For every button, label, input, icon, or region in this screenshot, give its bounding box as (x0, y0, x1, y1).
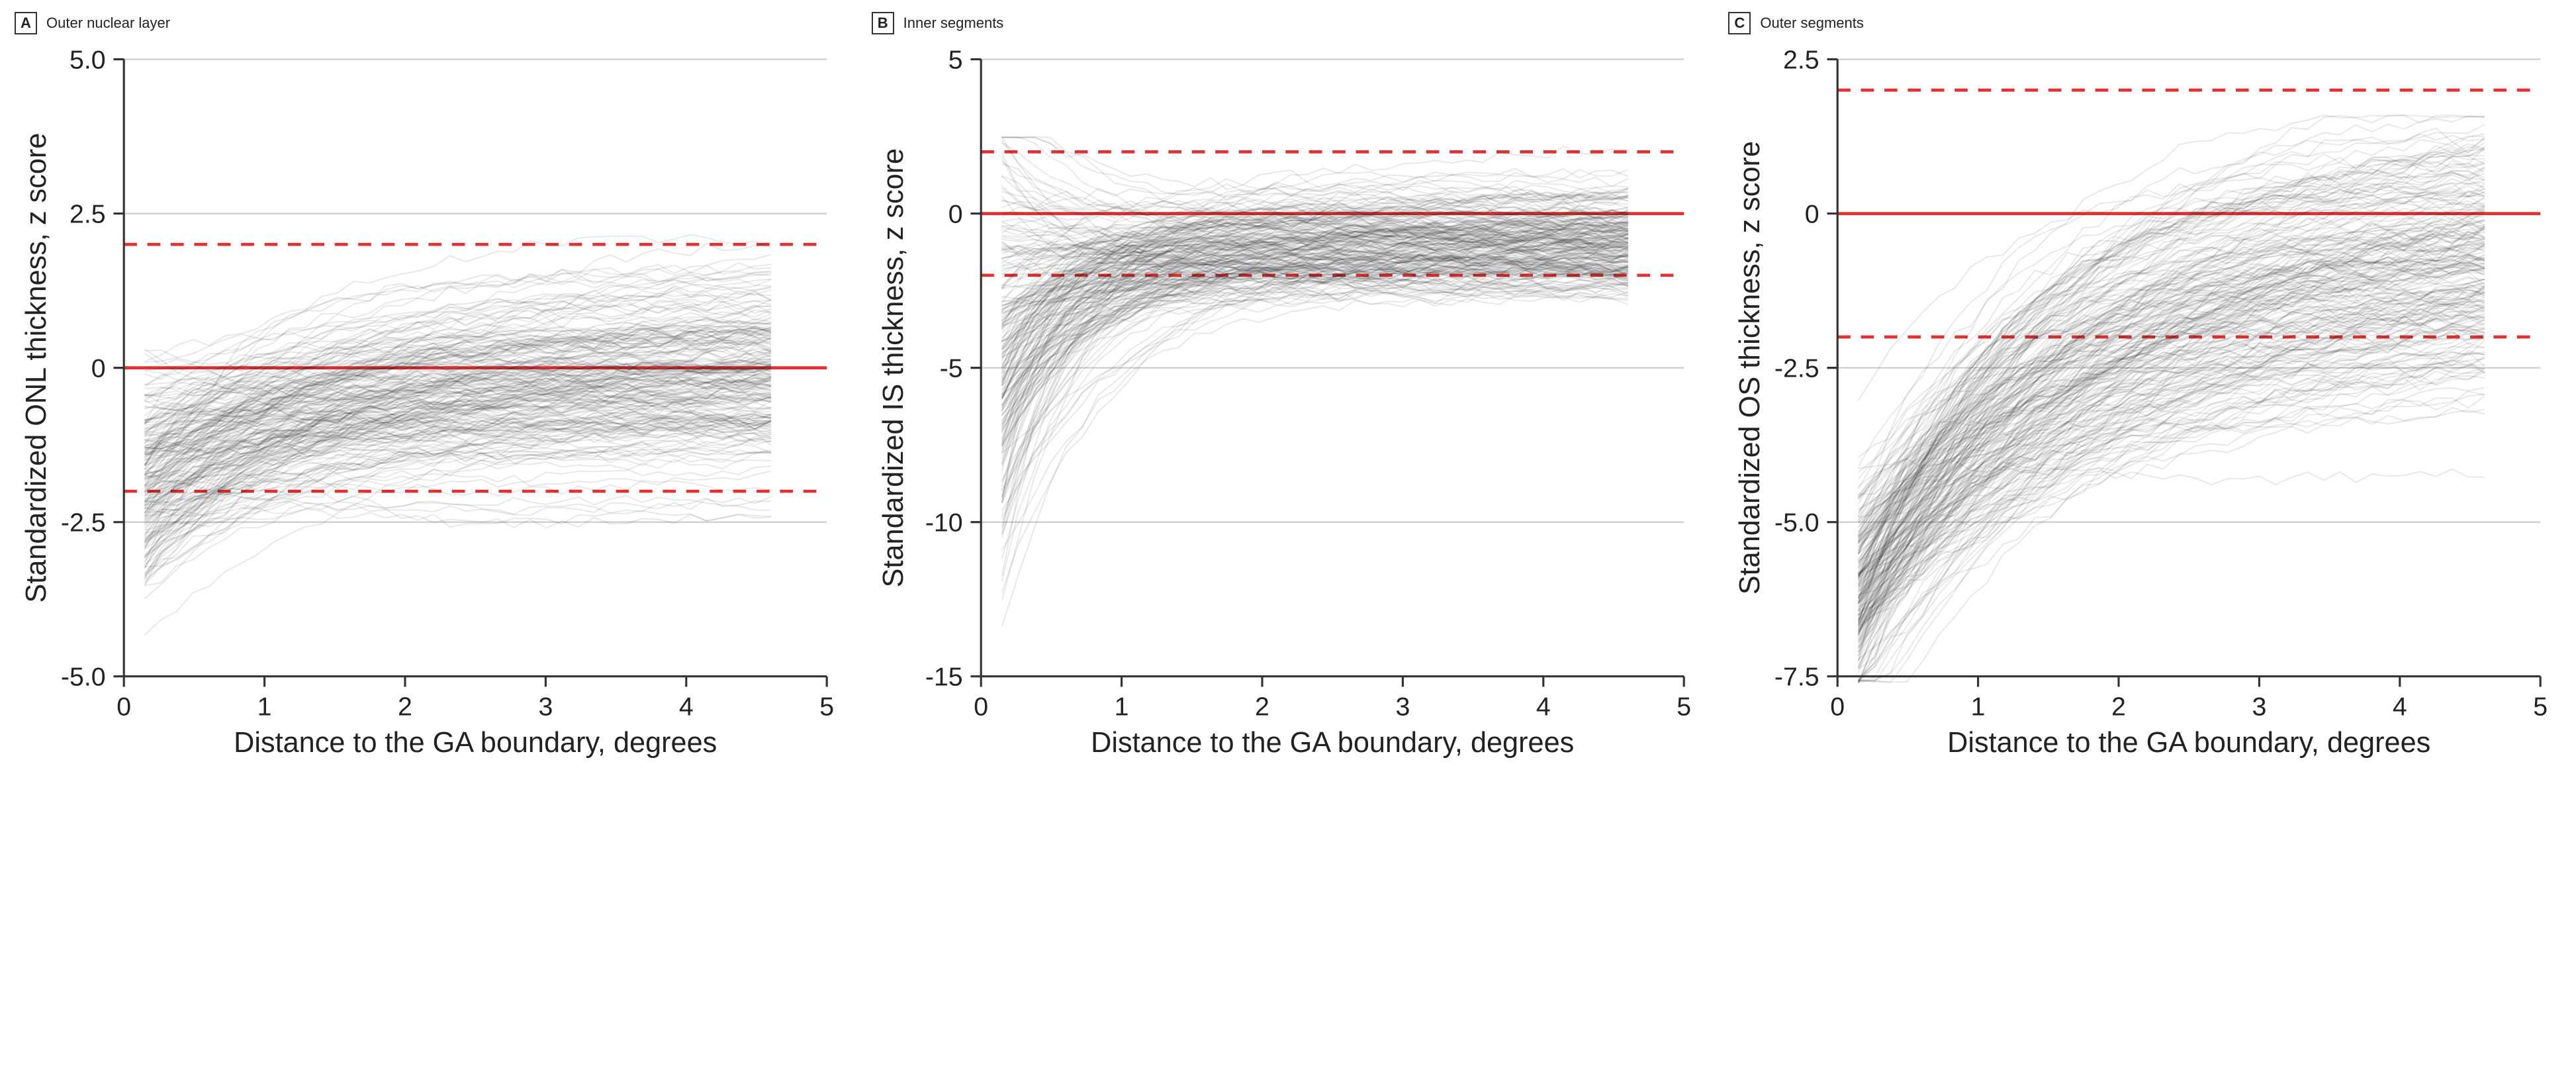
svg-text:3: 3 (1395, 692, 1410, 722)
svg-text:5: 5 (948, 45, 962, 74)
svg-text:-10: -10 (925, 508, 962, 537)
svg-text:1: 1 (257, 692, 272, 722)
svg-text:2.5: 2.5 (1783, 45, 1819, 74)
svg-text:-5.0: -5.0 (1774, 508, 1819, 537)
panel-a-letter-box: A (15, 12, 37, 34)
panel-b-svg: 0 1 2 3 4 5 -15 -10 -5 0 5 Distance to the GA bound… (872, 41, 1705, 770)
svg-text:0: 0 (116, 692, 131, 722)
svg-text:5: 5 (1677, 692, 1691, 722)
svg-text:2.5: 2.5 (69, 199, 106, 228)
svg-text:5.0: 5.0 (69, 45, 106, 74)
svg-text:0: 0 (948, 199, 962, 228)
panel-a-plot: 0 1 2 3 4 5 -5.0 -2.5 0 2.5 5.0 Distance to the GA … (15, 41, 848, 770)
panel-c-svg: 0 1 2 3 4 5 -7.5 -5.0 -2.5 0 2.5 Distance to the GA… (1728, 41, 2561, 770)
svg-text:4: 4 (679, 692, 694, 722)
svg-text:Standardized IS thickness, z s: Standardized IS thickness, z score (878, 148, 909, 588)
svg-text:0: 0 (974, 692, 988, 722)
svg-text:5: 5 (2534, 692, 2548, 722)
svg-text:4: 4 (2393, 692, 2407, 722)
panel-c: C Outer segments 0 1 2 3 4 5 -7.5 -5.0 -2.5 0 2.5 D… (1728, 12, 2561, 770)
svg-text:1: 1 (1971, 692, 1986, 722)
svg-text:-7.5: -7.5 (1774, 662, 1819, 691)
svg-text:-5.0: -5.0 (61, 662, 106, 691)
panel-b-letter-box: B (872, 12, 894, 34)
svg-text:-2.5: -2.5 (1774, 354, 1819, 383)
svg-text:3: 3 (2252, 692, 2267, 722)
panel-b-letter: B (878, 15, 888, 32)
panel-c-header: C Outer segments (1728, 12, 2561, 34)
panel-a: A Outer nuclear layer 0 1 2 3 4 5 -5.0 -2.5 0 2.5… (15, 12, 848, 770)
svg-text:0: 0 (91, 354, 106, 383)
svg-text:4: 4 (1536, 692, 1551, 722)
panel-a-header: A Outer nuclear layer (15, 12, 848, 34)
figure-row: A Outer nuclear layer 0 1 2 3 4 5 -5.0 -2.5 0 2.5… (0, 0, 2576, 782)
svg-text:Standardized ONL thickness, z: Standardized ONL thickness, z score (21, 133, 52, 603)
svg-text:Distance to the GA boundary, d: Distance to the GA boundary, degrees (234, 727, 717, 759)
panel-b-header: B Inner segments (872, 12, 1705, 34)
svg-text:-5: -5 (939, 354, 962, 383)
svg-text:-2.5: -2.5 (61, 508, 106, 537)
panel-c-title: Outer segments (1760, 15, 1864, 32)
svg-text:Standardized OS thickness, z s: Standardized OS thickness, z score (1735, 141, 1767, 594)
svg-text:-15: -15 (925, 662, 962, 691)
panel-b-title: Inner segments (903, 15, 1004, 32)
svg-text:3: 3 (538, 692, 553, 722)
panel-c-plot: 0 1 2 3 4 5 -7.5 -5.0 -2.5 0 2.5 Distance to the GA… (1728, 41, 2561, 770)
svg-text:2: 2 (2111, 692, 2126, 722)
panel-c-letter: C (1734, 15, 1745, 32)
svg-text:2: 2 (398, 692, 412, 722)
svg-text:5: 5 (819, 692, 834, 722)
svg-text:0: 0 (1805, 199, 1819, 228)
svg-text:0: 0 (1831, 692, 1845, 722)
svg-text:Distance to the GA boundary, d: Distance to the GA boundary, degrees (1947, 727, 2430, 759)
panel-b: B Inner segments 0 1 2 3 4 5 -15 -10 -5 0 5 Distanc… (872, 12, 1705, 770)
svg-text:2: 2 (1255, 692, 1269, 722)
panel-a-svg: 0 1 2 3 4 5 -5.0 -2.5 0 2.5 5.0 Distance to the GA … (15, 41, 848, 770)
svg-text:Distance to the GA boundary, d: Distance to the GA boundary, degrees (1091, 727, 1574, 759)
panel-c-letter-box: C (1728, 12, 1751, 34)
panel-a-title: Outer nuclear layer (46, 15, 170, 32)
panel-b-plot: 0 1 2 3 4 5 -15 -10 -5 0 5 Distance to the GA bound… (872, 41, 1705, 770)
svg-text:1: 1 (1114, 692, 1128, 722)
panel-a-letter: A (21, 15, 31, 32)
